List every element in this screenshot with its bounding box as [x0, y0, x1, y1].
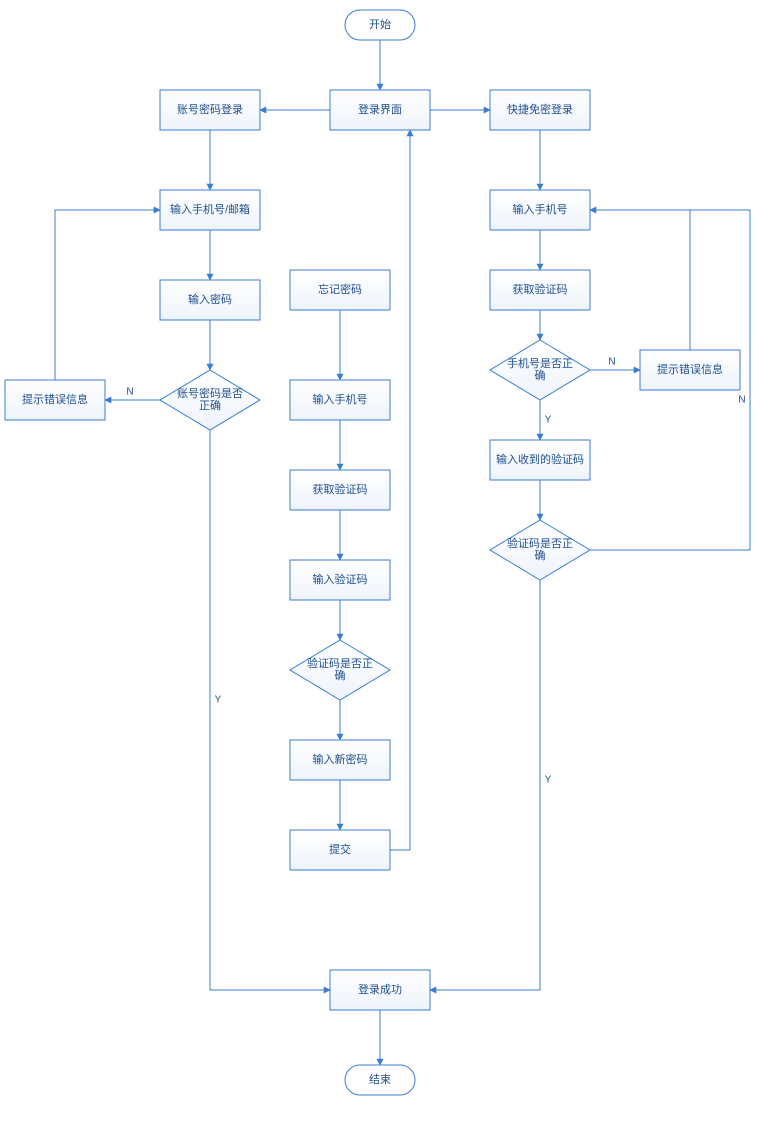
svg-text:验证码是否正: 验证码是否正	[307, 656, 373, 670]
node-q_phone: 输入手机号	[490, 190, 590, 230]
svg-text:登录成功: 登录成功	[358, 982, 402, 996]
node-f_newpwd: 输入新密码	[290, 740, 390, 780]
node-f_inputcode: 输入验证码	[290, 560, 390, 600]
svg-text:忘记密码: 忘记密码	[318, 282, 362, 296]
node-f_phone: 输入手机号	[290, 380, 390, 420]
svg-text:输入收到的验证码: 输入收到的验证码	[496, 452, 584, 466]
svg-text:验证码是否正: 验证码是否正	[507, 536, 573, 550]
node-f_submit: 提交	[290, 830, 390, 870]
node-input_phone_mail: 输入手机号/邮箱	[160, 190, 260, 230]
svg-text:登录界面: 登录界面	[358, 102, 402, 116]
node-q_checkphone: 手机号是否正确	[490, 340, 590, 400]
node-forgot: 忘记密码	[290, 270, 390, 310]
node-check_acc: 账号密码是否正确	[160, 370, 260, 430]
svg-text:输入手机号: 输入手机号	[513, 202, 568, 216]
edge-label-6: N	[126, 387, 133, 398]
edge-label-19: N	[608, 357, 615, 368]
svg-text:输入密码: 输入密码	[188, 292, 232, 306]
svg-text:输入手机号: 输入手机号	[313, 392, 368, 406]
node-f_checkcode: 验证码是否正确	[290, 640, 390, 700]
svg-text:输入手机号/邮箱: 输入手机号/邮箱	[170, 202, 250, 216]
svg-text:确: 确	[535, 369, 546, 382]
svg-text:快捷免密登录: 快捷免密登录	[507, 102, 573, 116]
node-start: 开始	[345, 10, 415, 40]
node-success: 登录成功	[330, 970, 430, 1010]
edge-7	[55, 210, 160, 380]
edge-24	[590, 210, 690, 350]
svg-text:获取验证码: 获取验证码	[313, 482, 368, 496]
svg-text:提示错误信息: 提示错误信息	[657, 362, 723, 376]
edge-label-22: Y	[545, 775, 552, 786]
svg-text:确: 确	[535, 549, 546, 562]
edge-15	[390, 130, 410, 850]
svg-text:开始: 开始	[369, 17, 391, 31]
node-end: 结束	[345, 1065, 415, 1095]
edge-22	[430, 580, 540, 990]
svg-text:账号密码登录: 账号密码登录	[177, 102, 243, 116]
svg-text:输入新密码: 输入新密码	[313, 752, 368, 766]
edge-label-23: N	[738, 395, 745, 406]
svg-text:手机号是否正: 手机号是否正	[507, 356, 573, 370]
svg-text:结束: 结束	[369, 1073, 391, 1086]
node-input_pwd: 输入密码	[160, 280, 260, 320]
node-q_inputcode: 输入收到的验证码	[490, 440, 590, 480]
node-q_checkcode: 验证码是否正确	[490, 520, 590, 580]
svg-text:账号密码是否: 账号密码是否	[177, 386, 243, 400]
svg-text:获取验证码: 获取验证码	[513, 282, 568, 296]
node-quick_login: 快捷免密登录	[490, 90, 590, 130]
edge-label-20: Y	[545, 415, 552, 426]
svg-text:提示错误信息: 提示错误信息	[22, 392, 88, 406]
svg-text:正确: 正确	[199, 399, 221, 412]
node-acc_login: 账号密码登录	[160, 90, 260, 130]
node-err_left: 提示错误信息	[5, 380, 105, 420]
svg-text:提交: 提交	[329, 842, 351, 856]
node-q_getcode: 获取验证码	[490, 270, 590, 310]
edge-label-8: Y	[215, 695, 222, 706]
svg-text:输入验证码: 输入验证码	[313, 572, 368, 586]
node-f_getcode: 获取验证码	[290, 470, 390, 510]
node-err_right: 提示错误信息	[640, 350, 740, 390]
svg-text:确: 确	[335, 669, 346, 682]
node-login_ui: 登录界面	[330, 90, 430, 130]
edge-8	[210, 430, 330, 990]
